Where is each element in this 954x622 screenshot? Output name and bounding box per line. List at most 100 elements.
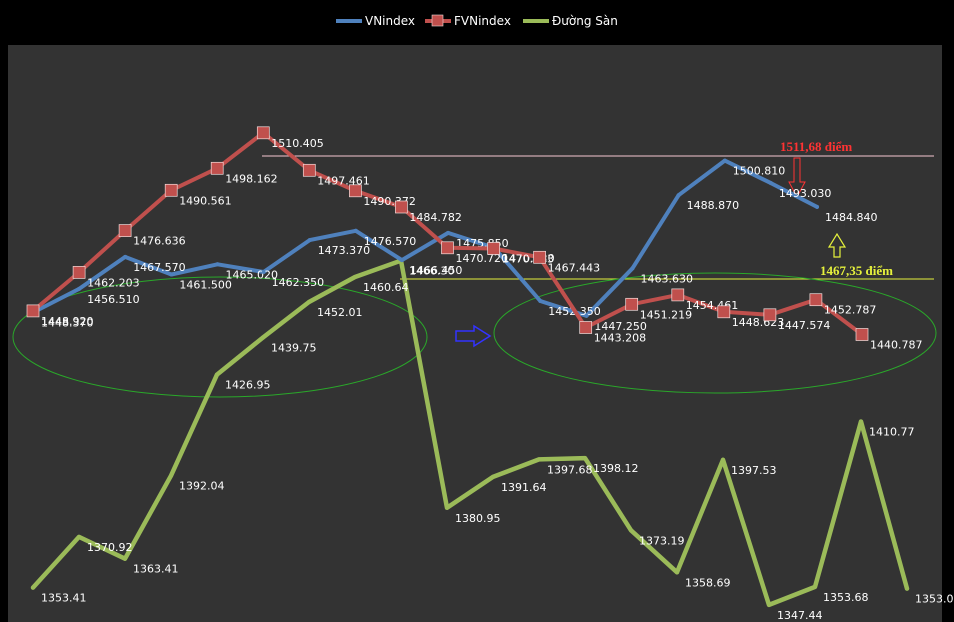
reference-label-lower: 1467,35 điểm — [820, 263, 893, 278]
vnindex-point — [630, 266, 635, 271]
duong-san-point — [261, 335, 265, 340]
fvnindex-marker — [441, 241, 454, 255]
vnindex-point — [722, 158, 727, 163]
vnindex-point — [307, 238, 312, 243]
duong-san-data-label: 1426.95 — [225, 379, 271, 392]
duong-san-point — [675, 570, 679, 575]
vnindex-data-label: 1448.370 — [41, 317, 94, 330]
duong-san-data-label: 1392.04 — [179, 480, 225, 493]
duong-san-data-label: 1353.41 — [41, 592, 87, 605]
fvnindex-data-label: 1470.463 — [502, 253, 554, 266]
duong-san-point — [215, 372, 219, 377]
vnindex-point — [169, 272, 174, 277]
fvnindex-marker — [671, 288, 685, 302]
fvnindex-marker — [26, 304, 40, 318]
duong-san-point — [905, 586, 909, 591]
vnindex-point — [584, 313, 589, 318]
fvnindex-data-label: 1451.219 — [640, 308, 693, 321]
legend-label-duong-san: Đường Sàn — [552, 14, 618, 28]
legend-item-vnindex: VNindex — [336, 14, 415, 28]
fvnindex-data-label: 1484.782 — [409, 211, 462, 224]
fvnindex-data-label: 1462.203 — [87, 276, 140, 289]
duong-san-point — [629, 528, 633, 533]
duong-san-point — [353, 275, 357, 279]
right-arrow-icon — [455, 324, 492, 348]
fvnindex-marker — [625, 297, 639, 311]
vnindex-data-label: 1473.370 — [318, 244, 371, 257]
fvnindex-marker — [256, 126, 270, 140]
vnindex-point — [815, 204, 819, 209]
vnindex-data-label: 1466.450 — [410, 264, 463, 277]
fvnindex-data-label: 1490.561 — [179, 194, 232, 207]
highlight-ellipse-left — [12, 276, 428, 398]
duong-san-data-label: 1358.69 — [685, 576, 731, 589]
vnindex-data-label: 1456.510 — [87, 293, 140, 306]
duong-san-point — [307, 300, 311, 304]
vnindex-point — [446, 230, 451, 235]
vnindex-line — [31, 158, 819, 318]
duong-san-point — [537, 457, 541, 462]
fvnindex-marker — [855, 328, 869, 341]
fvnindex-data-label: 1443.208 — [594, 332, 647, 345]
duong-san-data-label: 1370.92 — [87, 541, 133, 554]
legend-item-fvnindex: FVNindex — [425, 14, 511, 28]
vnindex-data-label: 1500.810 — [733, 165, 786, 178]
vnindex-data-label: 1467.570 — [133, 261, 186, 274]
fvnindex-marker — [302, 163, 316, 177]
highlight-ellipse-right — [493, 272, 937, 394]
duong-san-data-label: 1391.64 — [501, 481, 547, 494]
duong-san-point — [123, 556, 127, 561]
duong-san-data-label: 1452.01 — [317, 306, 363, 319]
fvnindex-marker — [763, 308, 777, 322]
duong-san-data-label: 1397.53 — [731, 464, 777, 477]
vnindex-point — [768, 181, 773, 186]
vnindex-data-label: 1447.250 — [594, 320, 647, 333]
fvnindex-data-label: 1497.461 — [317, 174, 370, 187]
fvnindex-data-label: 1476.636 — [133, 235, 186, 248]
fvnindex-data-label: 1498.162 — [225, 172, 278, 185]
duong-san-data-label: 1397.68 — [547, 463, 593, 476]
duong-san-data-label: 1353.06 — [915, 593, 954, 606]
series-fvnindex: 1448.920 1462.203 1476.636 1490.561 1498.162… — [26, 126, 923, 352]
duong-san-data-label: 1347.44 — [777, 609, 823, 622]
plot-area — [8, 45, 942, 622]
fvnindex-data-label: 1452.787 — [824, 304, 877, 317]
fvnindex-data-label: 1440.787 — [870, 339, 923, 352]
duong-san-point — [767, 602, 771, 607]
duong-san-data-label: 1373.19 — [639, 534, 685, 547]
fvnindex-data-label: 1448.623 — [732, 316, 785, 329]
vnindex-point — [123, 254, 128, 259]
legend-item-duong-san: Đường Sàn — [523, 14, 618, 28]
up-arrow-icon — [827, 232, 847, 258]
duong-san-point — [859, 419, 863, 424]
vnindex-data-label: 1488.870 — [687, 199, 740, 212]
fvnindex-marker — [579, 321, 593, 334]
fvnindex-marker — [164, 183, 178, 197]
fvnindex-marker — [210, 161, 224, 175]
vnindex-data-label: 1461.500 — [179, 279, 232, 292]
duong-san-point — [721, 457, 725, 462]
vnindex-data-label: 1476.570 — [364, 235, 417, 248]
vnindex-point — [215, 262, 220, 267]
duong-san-data-label: 1460.64 — [363, 281, 409, 294]
duong-san-data-label: 1363.41 — [133, 563, 179, 576]
fvnindex-data-label: 1448.920 — [41, 315, 94, 328]
fvnindex-data-label: 1470.720 — [456, 252, 509, 265]
legend: VNindex FVNindex Đường Sàn — [336, 14, 618, 28]
duong-san-data-label: 1466.30 — [409, 265, 455, 278]
duong-san-data-label: 1410.77 — [869, 426, 915, 439]
vnindex-data-label: 1465.020 — [226, 268, 279, 281]
fvnindex-marker — [395, 200, 408, 214]
duong-san-data-label: 1353.68 — [823, 591, 869, 604]
duong-san-point — [445, 505, 449, 510]
vnindex-data-label: 1493.030 — [779, 187, 832, 200]
duong-san-line — [30, 258, 910, 608]
vnindex-point — [676, 193, 681, 198]
series-vnindex: 1448.370 1456.510 1467.570 1461.5001465.020… — [31, 158, 878, 333]
fvnindex-data-label: 1490.372 — [363, 195, 416, 208]
duong-san-data-label: 1439.75 — [271, 342, 317, 355]
duong-san-point — [77, 534, 81, 539]
vnindex-point — [399, 258, 404, 263]
